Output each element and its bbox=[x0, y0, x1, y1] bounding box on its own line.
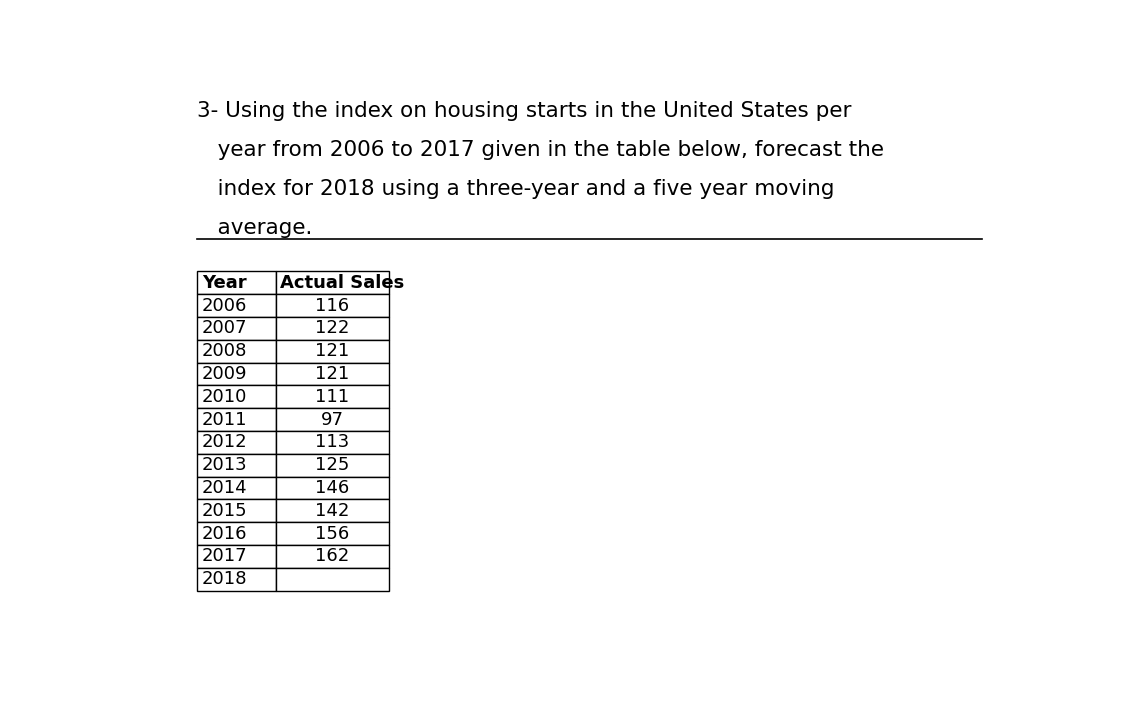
Bar bbox=[197, 271, 276, 294]
Bar bbox=[276, 294, 389, 317]
Text: Actual Sales: Actual Sales bbox=[280, 274, 404, 292]
Text: 122: 122 bbox=[315, 319, 350, 337]
Bar bbox=[197, 408, 276, 431]
Bar bbox=[197, 545, 276, 568]
Bar bbox=[276, 340, 389, 362]
Text: average.: average. bbox=[197, 218, 313, 238]
Text: 3- Using the index on housing starts in the United States per: 3- Using the index on housing starts in … bbox=[197, 101, 852, 121]
Text: 2018: 2018 bbox=[201, 570, 248, 588]
Text: 2008: 2008 bbox=[201, 342, 248, 360]
Text: 97: 97 bbox=[321, 410, 344, 429]
Text: 2015: 2015 bbox=[201, 502, 248, 520]
Bar bbox=[197, 499, 276, 522]
Bar bbox=[197, 568, 276, 591]
Text: 156: 156 bbox=[315, 525, 350, 543]
Text: 2011: 2011 bbox=[201, 410, 248, 429]
Text: 2006: 2006 bbox=[201, 297, 248, 314]
Bar bbox=[197, 294, 276, 317]
Bar bbox=[276, 431, 389, 454]
Text: 2013: 2013 bbox=[201, 456, 248, 474]
Bar bbox=[276, 408, 389, 431]
Bar bbox=[197, 362, 276, 386]
Bar bbox=[197, 431, 276, 454]
Bar bbox=[276, 568, 389, 591]
Bar bbox=[276, 271, 389, 294]
Text: Year: Year bbox=[201, 274, 246, 292]
Bar bbox=[276, 317, 389, 340]
Text: 2016: 2016 bbox=[201, 525, 248, 543]
Text: 2012: 2012 bbox=[201, 434, 248, 451]
Bar bbox=[276, 386, 389, 408]
Bar bbox=[276, 362, 389, 386]
Text: 116: 116 bbox=[315, 297, 350, 314]
Bar bbox=[276, 499, 389, 522]
Bar bbox=[197, 340, 276, 362]
Text: 125: 125 bbox=[315, 456, 350, 474]
Text: 2007: 2007 bbox=[201, 319, 248, 337]
Text: year from 2006 to 2017 given in the table below, forecast the: year from 2006 to 2017 given in the tabl… bbox=[197, 140, 884, 160]
Text: 2010: 2010 bbox=[201, 388, 248, 406]
Text: 121: 121 bbox=[315, 365, 350, 383]
Bar bbox=[276, 545, 389, 568]
Text: 2014: 2014 bbox=[201, 479, 248, 497]
Bar bbox=[197, 454, 276, 477]
Text: 146: 146 bbox=[315, 479, 350, 497]
Bar bbox=[276, 454, 389, 477]
Bar bbox=[197, 386, 276, 408]
Text: 2009: 2009 bbox=[201, 365, 248, 383]
Text: 113: 113 bbox=[315, 434, 350, 451]
Text: 121: 121 bbox=[315, 342, 350, 360]
Text: 2017: 2017 bbox=[201, 547, 248, 565]
Text: 162: 162 bbox=[315, 547, 350, 565]
Text: 111: 111 bbox=[315, 388, 350, 406]
Bar bbox=[276, 477, 389, 499]
Bar bbox=[197, 477, 276, 499]
Bar bbox=[197, 317, 276, 340]
Text: 142: 142 bbox=[315, 502, 350, 520]
Bar bbox=[276, 522, 389, 545]
Bar bbox=[197, 522, 276, 545]
Text: index for 2018 using a three-year and a five year moving: index for 2018 using a three-year and a … bbox=[197, 179, 835, 199]
